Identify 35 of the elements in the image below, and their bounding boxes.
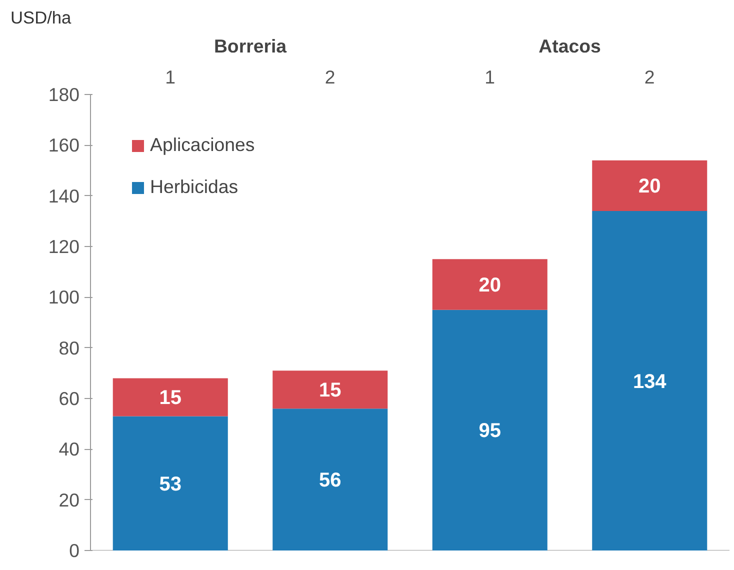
data-label: 134 [632, 370, 668, 393]
y-tick-label: 80 [58, 337, 80, 358]
text: Atacos [538, 36, 601, 56]
data-label: 20 [638, 176, 661, 198]
text: Borreria [214, 36, 288, 56]
bar [432, 259, 548, 310]
data-label: 15 [319, 380, 342, 402]
y-tick-label: 120 [48, 236, 80, 257]
y-tick-label: 40 [58, 438, 80, 460]
y-tick-label: 0 [69, 540, 80, 561]
x-tick-label: 1 [484, 66, 496, 88]
y-tick-label: 20 [58, 489, 80, 510]
y-tick-label: 140 [48, 185, 80, 206]
y-axis-title: USD/ha [10, 8, 72, 28]
x-tick-label: 2 [324, 66, 336, 88]
x-tick-label: 2 [644, 66, 655, 88]
data-label: 20 [478, 274, 501, 296]
y-tick-label: 100 [48, 286, 80, 308]
data-label: 56 [319, 470, 342, 492]
x-tick-label: 1 [165, 66, 176, 88]
y-tick-label: 160 [48, 134, 80, 156]
bar [272, 370, 388, 409]
bar [592, 211, 708, 550]
legend-label: Herbicidas [150, 176, 238, 198]
bar [592, 160, 708, 212]
bar [112, 378, 228, 416]
bar [112, 416, 228, 550]
y-tick-label: 180 [48, 84, 80, 105]
data-label: 15 [159, 387, 182, 410]
y-tick-label: 60 [58, 388, 80, 409]
legend-label: Aplicaciones [150, 134, 255, 156]
data-label: 53 [159, 473, 182, 496]
data-label: 95 [478, 420, 501, 442]
bar [272, 408, 388, 550]
bar [432, 310, 548, 550]
